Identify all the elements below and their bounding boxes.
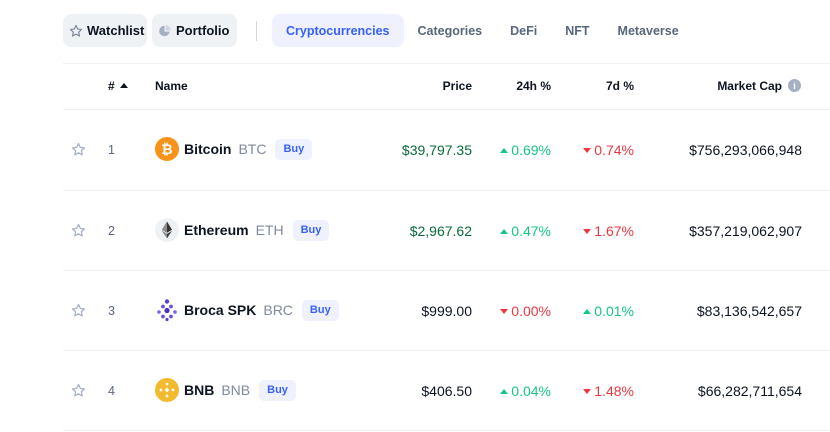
table-row[interactable]: 2 Ethereum ETH Buy $2,967.62 0.47% 1.67%… — [63, 191, 830, 271]
caret-up-icon — [500, 147, 509, 153]
portfolio-label: Portfolio — [176, 23, 230, 38]
change-7d-value: 0.74% — [583, 142, 634, 159]
table-top-divider — [63, 63, 830, 64]
market-cap-value: $756,293,066,948 — [689, 142, 802, 158]
broca-icon — [155, 298, 179, 322]
change-7d-value: 1.67% — [583, 223, 634, 240]
caret-down-icon — [583, 388, 592, 394]
change-7d-value: 0.01% — [583, 303, 634, 320]
market-cap-header-label: Market Cap — [717, 79, 782, 93]
row-divider — [63, 190, 830, 191]
change-24h-value: 0.04% — [500, 383, 551, 400]
rank-header-label: # — [108, 79, 115, 93]
change-7d-column-header[interactable]: 7d % — [605, 79, 634, 93]
rank-number: 1 — [108, 143, 115, 157]
rank-number: 3 — [108, 304, 115, 318]
table-row[interactable]: 1 ₿ Bitcoin BTC Buy $39,797.35 0.69% 0.7… — [63, 110, 830, 190]
star-icon[interactable] — [71, 383, 86, 398]
tab-metaverse[interactable]: Metaverse — [617, 23, 679, 38]
change-24h-text: 0.04% — [511, 383, 551, 399]
coin-name-cell[interactable]: Broca SPK BRC Buy — [155, 298, 339, 322]
price-column-header[interactable]: Price — [442, 79, 472, 93]
watchlist-button[interactable]: Watchlist — [63, 14, 147, 47]
svg-text:₿: ₿ — [161, 142, 172, 158]
price-value: $406.50 — [421, 383, 472, 399]
tab-cryptocurrencies[interactable]: Cryptocurrencies — [272, 14, 404, 47]
name-column-header[interactable]: Name — [155, 79, 188, 93]
buy-button[interactable]: Buy — [301, 299, 339, 321]
caret-down-icon — [583, 147, 592, 153]
caret-down-icon — [583, 228, 592, 234]
watchlist-label: Watchlist — [87, 23, 145, 38]
coin-name-cell[interactable]: Ethereum ETH Buy — [155, 218, 330, 242]
market-cap-column-header[interactable]: Market Cap i — [717, 78, 801, 94]
change-24h-value: 0.47% — [500, 223, 551, 240]
caret-up-icon — [500, 388, 509, 394]
coin-name-cell[interactable]: BNB BNB Buy — [155, 378, 296, 402]
price-value: $2,967.62 — [409, 223, 472, 239]
ethereum-icon — [155, 218, 179, 242]
change-24h-text: 0.47% — [511, 223, 551, 239]
buy-button[interactable]: Buy — [292, 219, 330, 241]
pie-chart-icon — [158, 24, 172, 38]
star-icon[interactable] — [71, 142, 86, 157]
star-outline-icon — [69, 24, 83, 38]
coin-symbol: ETH — [255, 222, 284, 238]
coin-symbol: BRC — [263, 302, 293, 318]
caret-up-icon — [583, 308, 592, 314]
header-divider — [63, 109, 830, 110]
coin-name-cell[interactable]: ₿ Bitcoin BTC Buy — [155, 137, 313, 161]
coin-symbol: BTC — [238, 141, 267, 157]
nav-divider — [256, 20, 257, 41]
rank-column-header[interactable]: # — [108, 78, 128, 94]
caret-up-icon — [500, 228, 509, 234]
star-icon[interactable] — [71, 303, 86, 318]
info-icon[interactable]: i — [788, 79, 801, 93]
tab-defi[interactable]: DeFi — [510, 23, 538, 38]
change-24h-column-header[interactable]: 24h % — [516, 79, 551, 93]
coin-name: Bitcoin — [184, 141, 232, 157]
coin-symbol: BNB — [221, 382, 251, 398]
bnb-icon — [155, 378, 179, 402]
market-cap-value: $66,282,711,654 — [697, 383, 802, 399]
change-7d-text: 1.67% — [594, 223, 634, 239]
rank-number: 2 — [108, 224, 115, 238]
price-value: $999.00 — [421, 303, 472, 319]
change-24h-value: 0.00% — [500, 303, 551, 320]
tab-categories[interactable]: Categories — [417, 23, 483, 38]
change-7d-text: 0.74% — [594, 142, 634, 158]
change-7d-text: 0.01% — [594, 303, 634, 319]
row-divider — [63, 430, 830, 431]
change-24h-text: 0.69% — [511, 142, 551, 158]
tab-nft[interactable]: NFT — [565, 23, 590, 38]
bitcoin-icon: ₿ — [155, 137, 179, 161]
coin-name: Broca SPK — [184, 302, 257, 318]
rank-number: 4 — [108, 384, 115, 398]
table-row[interactable]: 4 BNB BNB Buy $406.50 0.04% 1. — [63, 351, 830, 431]
buy-button[interactable]: Buy — [275, 138, 313, 160]
caret-down-icon — [500, 308, 509, 314]
change-24h-value: 0.69% — [500, 142, 551, 159]
change-7d-value: 1.48% — [583, 383, 634, 400]
market-cap-value: $83,136,542,657 — [696, 303, 802, 319]
buy-button[interactable]: Buy — [259, 379, 296, 401]
star-icon[interactable] — [71, 223, 86, 238]
market-cap-value: $357,219,062,907 — [689, 223, 802, 239]
portfolio-button[interactable]: Portfolio — [152, 14, 237, 47]
coin-name: BNB — [184, 382, 215, 398]
row-divider — [63, 270, 830, 271]
change-24h-text: 0.00% — [511, 303, 551, 319]
sort-ascending-icon — [119, 83, 128, 89]
coin-name: Ethereum — [184, 222, 249, 238]
change-7d-text: 1.48% — [594, 383, 634, 399]
top-nav: Watchlist Portfolio Cryptocurrencies Cat… — [63, 14, 693, 47]
price-value: $39,797.35 — [401, 142, 472, 158]
table-row[interactable]: 3 Broca SPK BRC Buy $999.00 0.00% — [63, 271, 830, 351]
row-divider — [63, 350, 830, 351]
